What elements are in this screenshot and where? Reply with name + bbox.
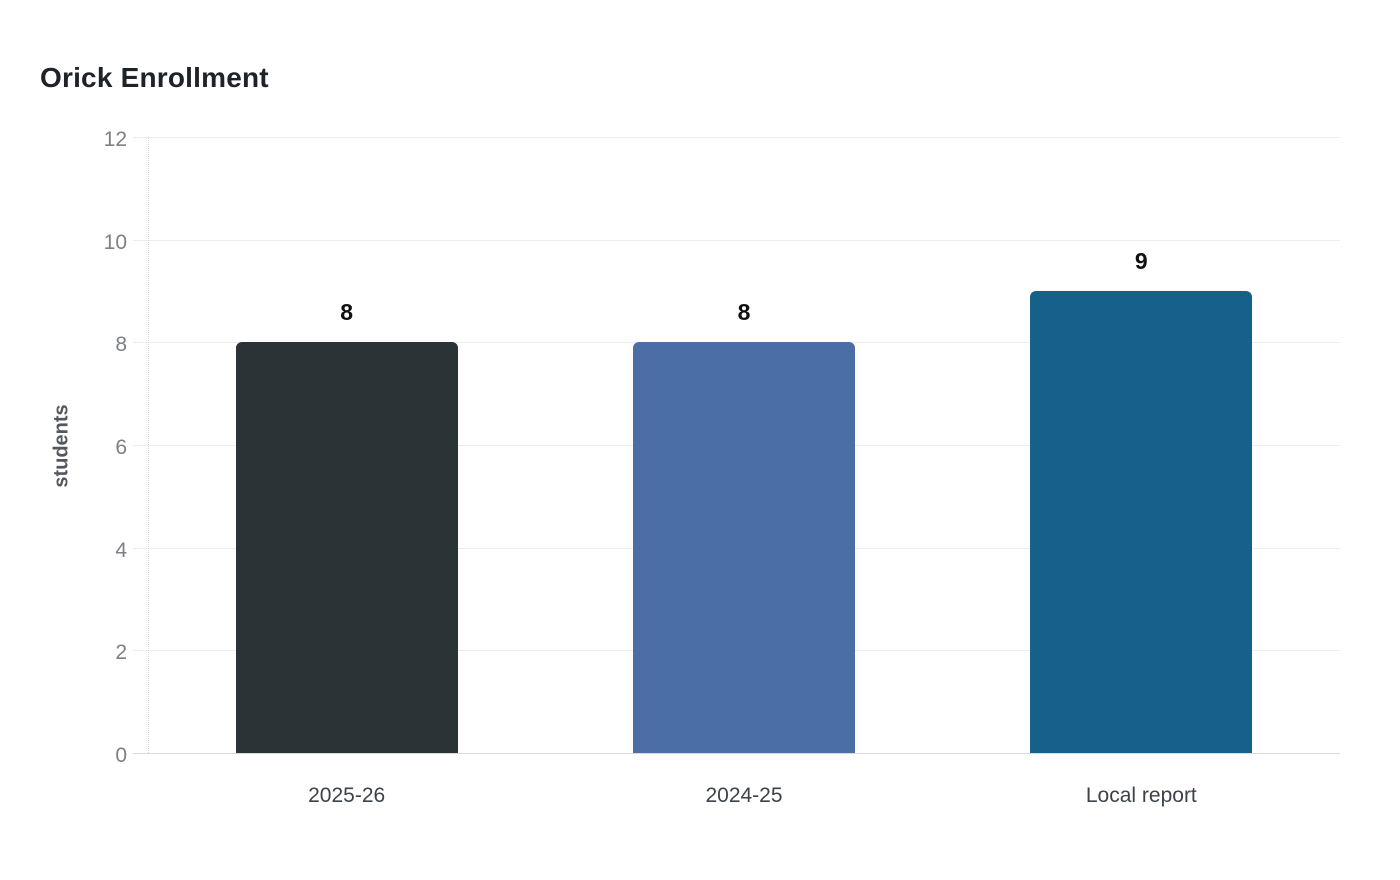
x-axis: 2025-26 2024-25 Local report [148, 753, 1340, 813]
value-label: 8 [340, 299, 354, 326]
y-axis-line [148, 137, 149, 753]
x-tick-label: Local report [1085, 784, 1197, 807]
y-tick-label: 4 [115, 538, 127, 562]
value-label: 9 [1134, 248, 1148, 274]
chart-title: Orick Enrollment [40, 62, 269, 93]
y-tick-label: 8 [115, 333, 127, 357]
y-tick-label: 0 [115, 744, 127, 767]
bar-2025-26 [235, 342, 458, 753]
x-tick-label: 2024-25 [705, 784, 783, 807]
value-label: 8 [737, 299, 751, 326]
y-tick-label: 12 [103, 128, 127, 151]
gridline [133, 137, 1340, 138]
y-tick-label: 10 [103, 230, 127, 254]
y-tick-label: 6 [115, 436, 127, 459]
gridline [133, 239, 1340, 241]
zero-gridline [133, 753, 1340, 754]
y-axis: 0 2 4 6 8 10 12 [0, 129, 127, 766]
bar-local-report [1030, 291, 1253, 753]
y-tick-label: 2 [115, 641, 127, 665]
bar-2024-25 [633, 342, 855, 753]
x-tick-label: 2025-26 [308, 784, 386, 807]
plot-area: 8 8 9 [133, 137, 1340, 754]
